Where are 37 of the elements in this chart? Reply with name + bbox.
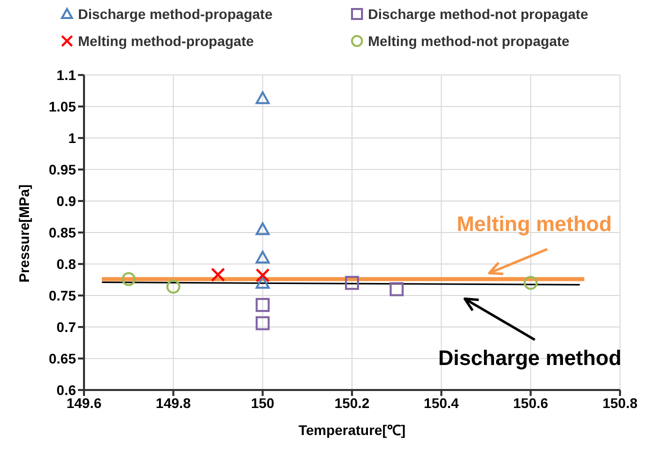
y-tick-label: 0.85 bbox=[48, 224, 76, 240]
y-tick-label: 1.1 bbox=[56, 66, 76, 83]
point bbox=[524, 276, 538, 290]
point bbox=[166, 280, 180, 294]
point bbox=[122, 272, 136, 286]
y-tick-label: 0.8 bbox=[56, 256, 76, 272]
point bbox=[256, 91, 270, 104]
point bbox=[256, 268, 270, 282]
legend-label: Discharge method-not propagate bbox=[368, 6, 588, 22]
x-axis-title: Temperature[℃] bbox=[298, 422, 406, 438]
legend-label: Melting method-propagate bbox=[78, 33, 254, 50]
point bbox=[256, 250, 270, 264]
point bbox=[256, 316, 270, 330]
x-tick-label: 150.2 bbox=[334, 394, 370, 411]
legend-label: Melting method-not propagate bbox=[368, 33, 570, 50]
x-tick-label: 150.8 bbox=[602, 394, 638, 411]
y-tick-label: 1.05 bbox=[48, 98, 76, 114]
y-tick-label: 0.75 bbox=[48, 287, 76, 304]
y-axis-title: Pressure[MPa] bbox=[16, 184, 32, 282]
point bbox=[390, 282, 404, 296]
point bbox=[256, 276, 270, 289]
y-tick-label: 1 bbox=[68, 130, 76, 146]
point bbox=[256, 298, 270, 312]
legend-label: Discharge method-propagate bbox=[78, 6, 272, 22]
text: Discharge method bbox=[438, 346, 622, 370]
point bbox=[210, 268, 226, 282]
x-tick-label: 150.6 bbox=[513, 394, 548, 411]
x-tick-label: 150.4 bbox=[424, 394, 460, 411]
point bbox=[345, 276, 359, 290]
text: Melting method bbox=[456, 213, 612, 236]
x-tick-label: 149.8 bbox=[156, 394, 192, 411]
x-tick-label: 150 bbox=[250, 394, 275, 411]
y-tick-label: 0.65 bbox=[48, 350, 76, 366]
point bbox=[256, 222, 270, 236]
y-tick-label: 0.7 bbox=[56, 318, 76, 335]
y-tick-label: 0.9 bbox=[56, 192, 76, 209]
y-tick-label: 0.95 bbox=[48, 161, 76, 178]
